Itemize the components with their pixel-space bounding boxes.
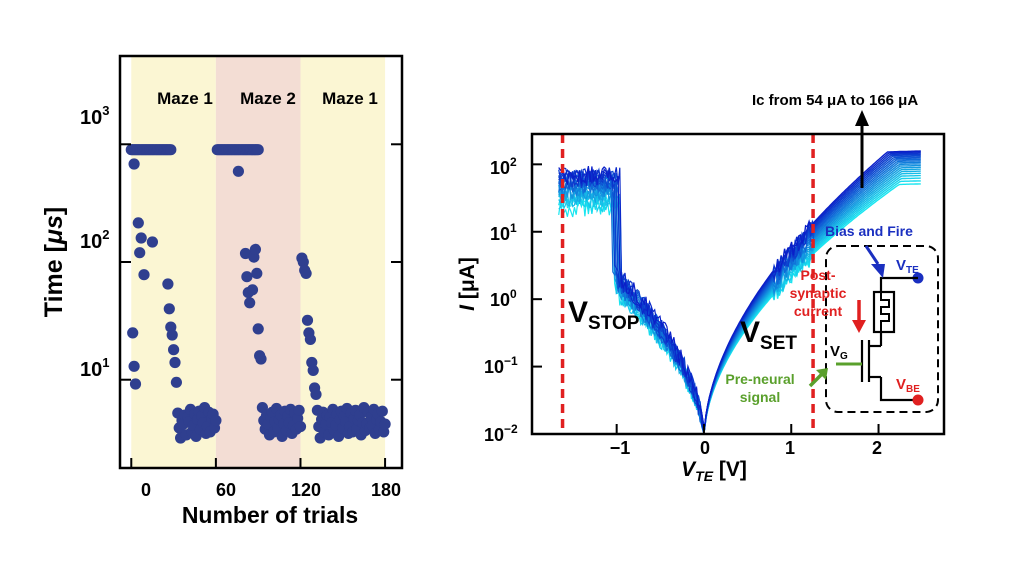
y-tick-label-10e3: 103	[80, 103, 109, 129]
y-tick-label-10e2: 102	[80, 227, 109, 253]
trial-point-2-10	[310, 388, 322, 400]
axis-ticks-b	[532, 163, 880, 435]
bias-fire-arrow-head	[871, 264, 885, 278]
trial-point-0-30	[127, 327, 139, 339]
neuron-circuit-inset: VTE VBE VG	[825, 245, 939, 413]
vbe-node	[912, 394, 924, 406]
pre-neural-label-line1: Pre-neural	[725, 371, 794, 387]
trial-point-1-29	[252, 144, 264, 156]
x-tick-label-2v: 2	[872, 438, 882, 458]
memristor-zigzag	[880, 292, 890, 332]
trial-point-0-33	[132, 217, 144, 229]
y-tick-label-10em2b: 10−2	[484, 422, 518, 445]
bias-and-fire-label: Bias and Fire	[825, 223, 913, 239]
trial-point-0-36	[138, 269, 150, 281]
pre-neural-label-line2: signal	[740, 389, 780, 405]
trial-point-0-3	[128, 158, 140, 170]
trial-point-1-38	[251, 267, 263, 279]
trial-point-2-59	[379, 418, 391, 430]
x-tick-label-0: 0	[141, 480, 151, 500]
trial-point-2-6	[304, 333, 316, 345]
trial-point-0-43	[169, 356, 181, 369]
trial-point-1-31	[239, 247, 252, 260]
trial-point-0-37	[146, 236, 158, 248]
y-axis-title-time: Time [μs]	[40, 207, 68, 317]
trial-point-2-3	[300, 267, 312, 279]
x-tick-label-1v: 1	[785, 438, 795, 458]
x-tick-label-180: 180	[371, 480, 401, 500]
vte-node-label: VTE	[896, 257, 919, 276]
maze-regions	[131, 56, 386, 468]
time-vs-trials-chart: Maze 1 Maze 2 Maze 1 0 60 120 180 101 10…	[40, 54, 404, 528]
post-synaptic-label-line3: current	[794, 303, 843, 319]
trial-point-1-35	[246, 284, 259, 296]
y-tick-label-10e2b: 102	[490, 155, 517, 178]
iv-curve-negative-19	[558, 165, 705, 426]
trial-point-1-41	[255, 353, 267, 365]
trial-point-1-37	[249, 243, 261, 255]
trial-point-0-41	[166, 329, 178, 341]
trial-point-0-42	[168, 344, 180, 356]
x-tick-label-120: 120	[291, 480, 321, 500]
trial-point-0-39	[163, 303, 175, 315]
v-stop-label: VSTOP	[568, 296, 640, 334]
trial-point-2-1	[297, 256, 309, 268]
y-tick-label-10e1: 101	[80, 355, 109, 381]
x-tick-label-0v: 0	[700, 438, 710, 458]
iv-sweep-chart: −1 0 1 2 102 101 100 10−1 10−2 VTE [V] I…	[456, 92, 946, 484]
pre-neural-arrow-shaft	[808, 372, 824, 388]
maze-region-1	[215, 56, 301, 468]
x-tick-label-neg1: −1	[610, 438, 631, 458]
trial-point-1-69	[294, 421, 307, 433]
vbe-node-label: VBE	[896, 376, 920, 395]
trial-scatter-points	[125, 144, 391, 444]
x-axis-title-trials: Number of trials	[182, 502, 358, 528]
post-synaptic-label-line2: synaptic	[790, 285, 847, 301]
trial-point-2-26	[333, 430, 345, 442]
plot-frame-b	[530, 132, 946, 436]
trial-point-0-31	[128, 360, 140, 372]
trial-point-0-35	[135, 232, 147, 244]
iv-curve-family	[558, 150, 921, 433]
region-label-maze1: Maze 1	[157, 89, 213, 108]
trial-point-1-34	[244, 297, 256, 309]
iv-curve-negative-18	[558, 167, 705, 430]
trial-point-2-8	[307, 364, 319, 376]
trial-point-0-38	[162, 278, 174, 290]
axis-ticks-a	[120, 143, 402, 468]
bottom-wire	[879, 377, 918, 402]
pre-neural-arrow-head	[816, 368, 828, 380]
trial-point-0-44	[170, 376, 182, 388]
y-tick-label-10e1b: 101	[490, 221, 517, 244]
y-tick-label-10e0b: 100	[490, 287, 517, 310]
compliance-arrow-head	[855, 110, 869, 126]
trial-point-1-32	[241, 271, 253, 283]
memristor-body	[872, 290, 896, 334]
trial-point-2-57	[376, 405, 388, 417]
bias-fire-arrow-shaft	[864, 245, 880, 265]
maze-region-0	[131, 56, 216, 468]
region-label-maze2: Maze 2	[240, 89, 296, 108]
y-axis-title-current: I [μA]	[456, 257, 479, 311]
v-set-label: VSET	[740, 316, 797, 354]
y-tick-label-10em1b: 10−1	[484, 354, 518, 377]
post-synaptic-label-line1: Post-	[801, 267, 836, 283]
trial-point-0-72	[210, 414, 222, 427]
x-axis-title-vte: VTE [V]	[681, 458, 747, 484]
vg-label: VG	[830, 343, 848, 362]
trial-point-1-39	[252, 323, 264, 335]
trial-point-2-4	[301, 314, 314, 326]
trial-point-0-29	[165, 144, 177, 156]
region-label-maze1-return: Maze 1	[322, 89, 378, 108]
x-tick-label-60: 60	[216, 480, 236, 500]
circuit-dashed-box	[825, 245, 939, 413]
trial-point-0-34	[134, 247, 146, 259]
top-wire	[879, 276, 918, 292]
trial-point-0-32	[129, 378, 142, 390]
trial-point-1-30	[232, 165, 244, 177]
trial-point-1-68	[293, 404, 305, 416]
post-synaptic-arrow-head	[852, 320, 866, 333]
compliance-range-label: Ic from 54 μA to 166 μA	[752, 92, 918, 109]
